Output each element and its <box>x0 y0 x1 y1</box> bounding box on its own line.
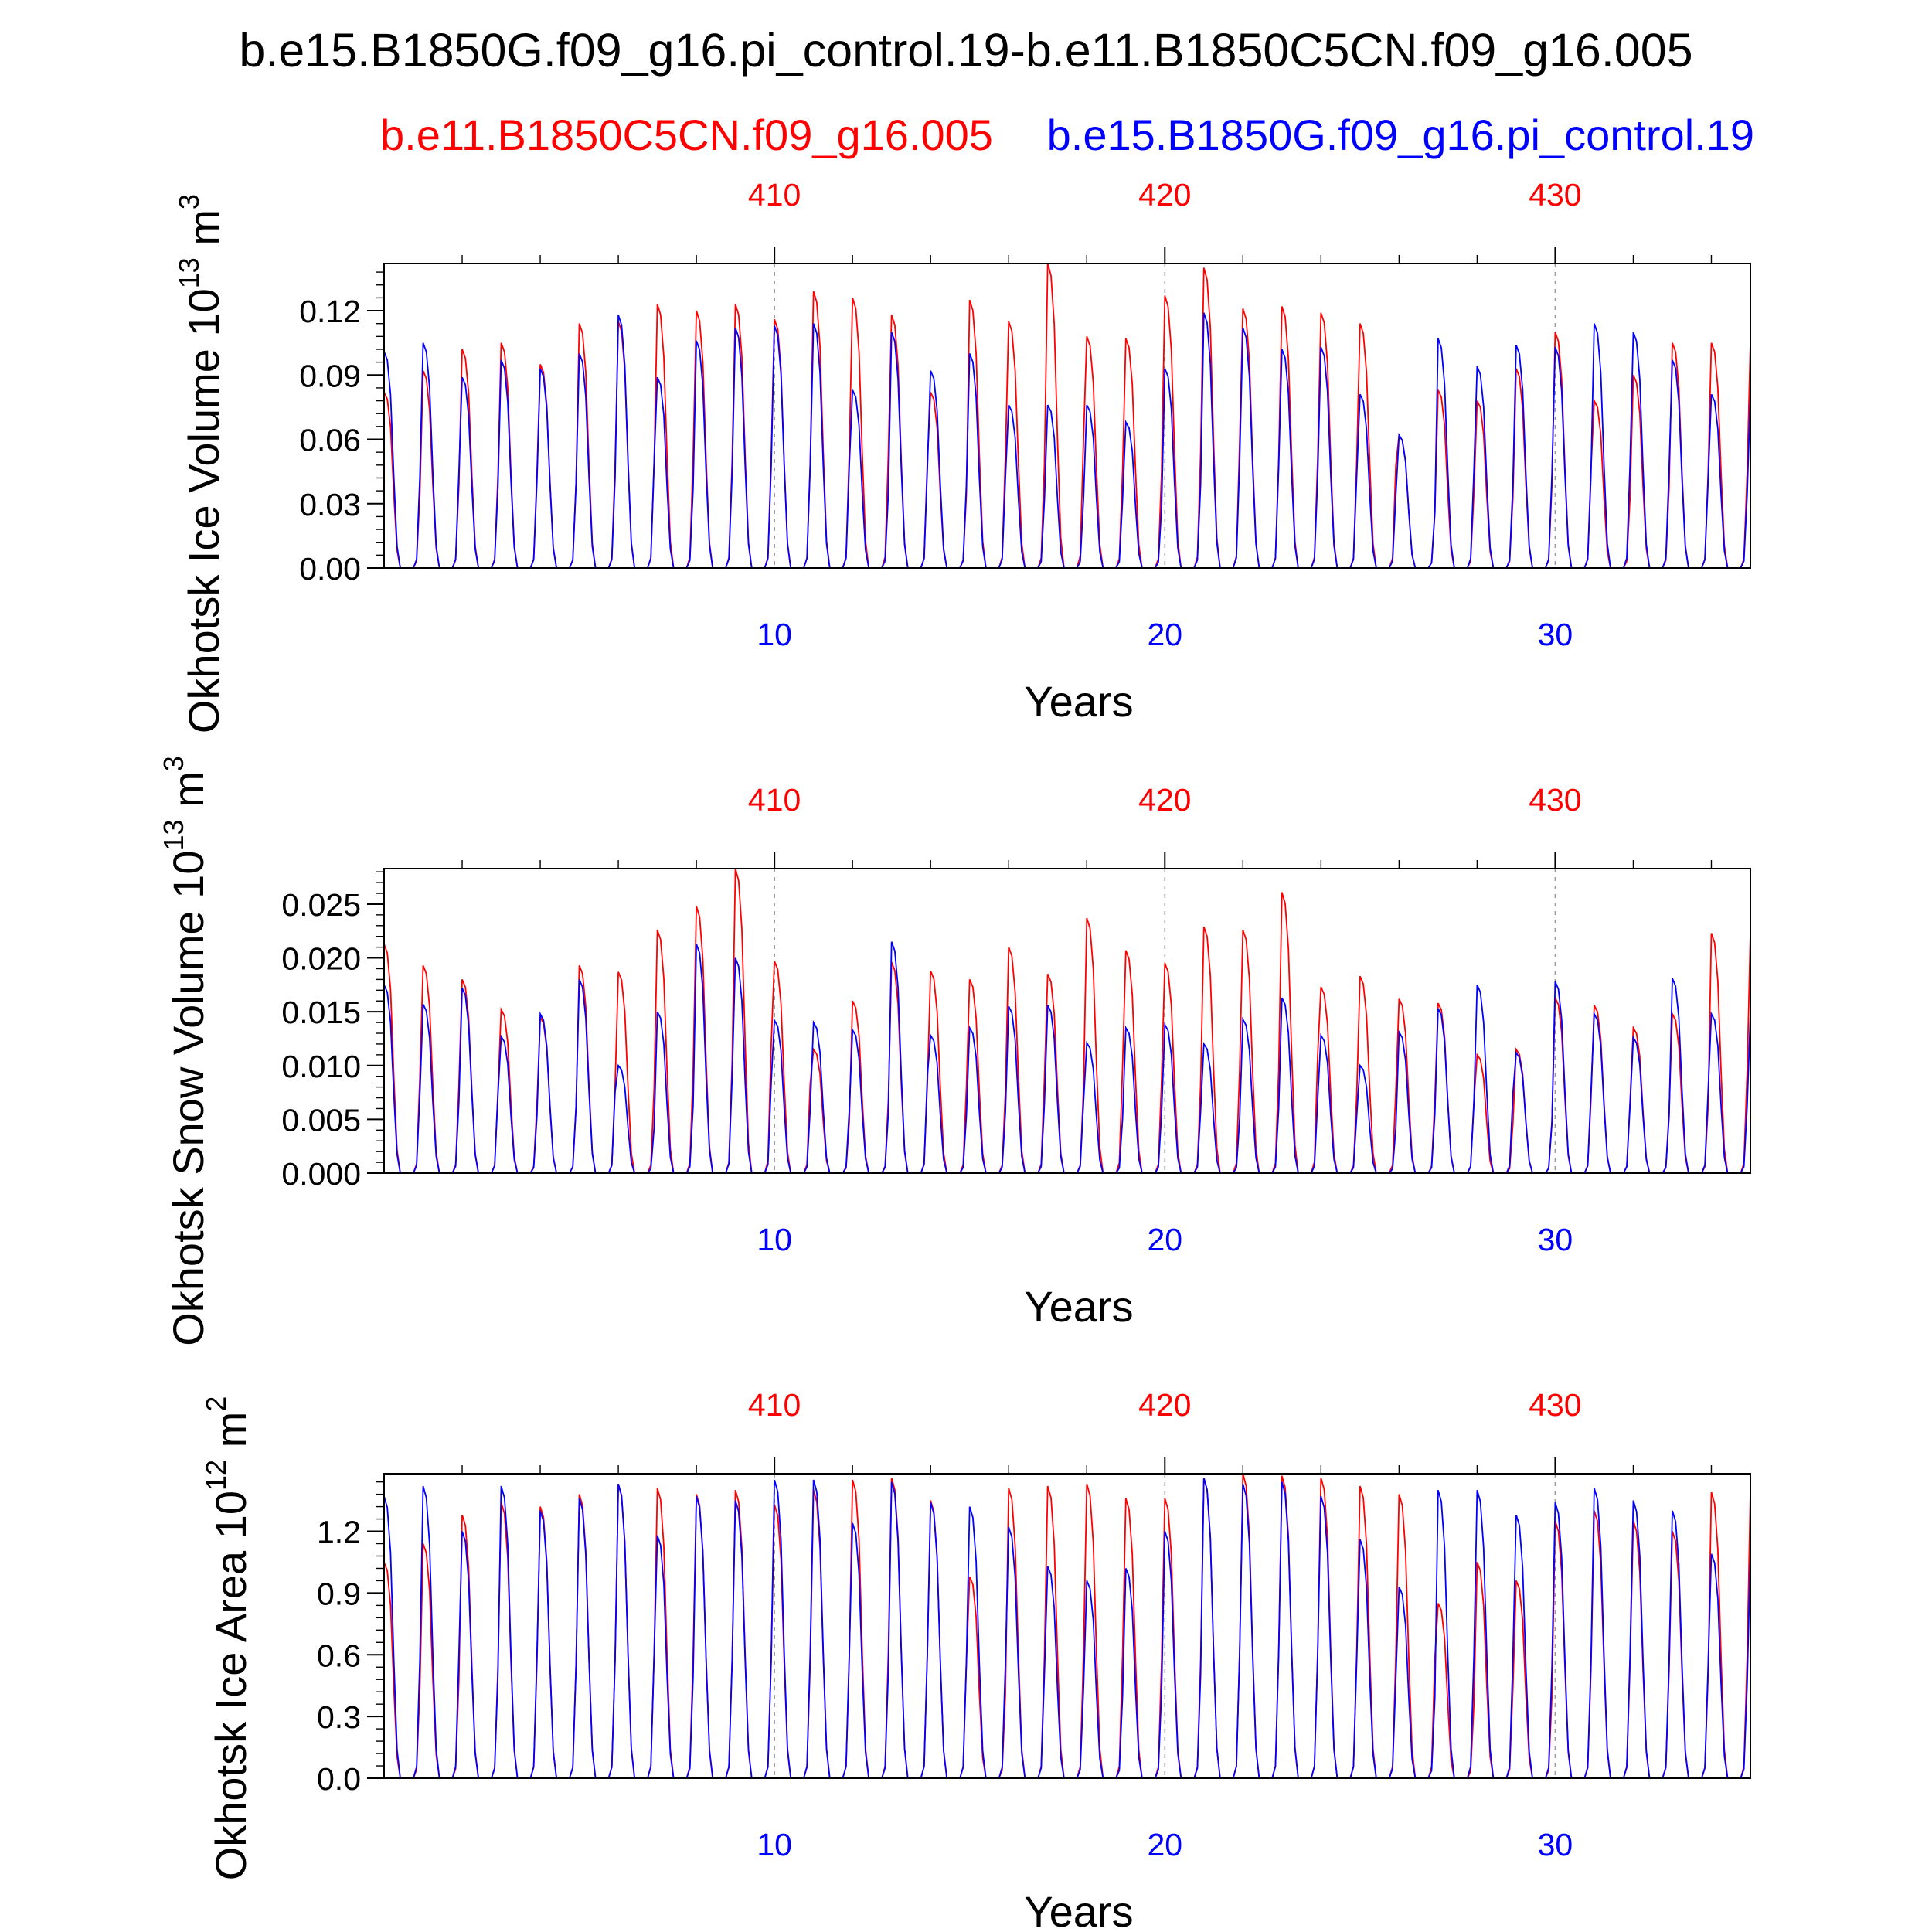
y-label-exponent: 13 <box>173 257 205 288</box>
y-axis-label: Okhotsk Snow Volume 1013 m3 <box>158 756 213 1346</box>
y-label-exponent: 12 <box>200 1460 232 1491</box>
ice-area-panel: 0.0 0.3 0.6 0.9 1.2 410 420 430 10 20 30 Years Okhot… <box>200 1387 1751 1932</box>
top-tick-label: 410 <box>748 1387 801 1423</box>
y-label-unit-exponent: 3 <box>173 194 205 209</box>
y-tick-label: 0.06 <box>299 423 361 458</box>
x-axis-label: Years <box>1024 1282 1133 1331</box>
y-tick-label: 0.000 <box>281 1156 361 1192</box>
snow-volume-panel: 0.000 0.005 0.010 0.015 0.020 0.025 410 420 430 1… <box>158 756 1751 1346</box>
y-label-unit: m <box>206 1412 255 1460</box>
plot-frame <box>383 1473 1751 1779</box>
x-axis-label: Years <box>1024 677 1133 726</box>
y-label-main: Okhotsk Ice Area 10 <box>206 1491 255 1880</box>
y-tick-label: 0.00 <box>299 551 361 587</box>
series-line-red <box>384 1474 1750 1778</box>
bottom-tick-label: 10 <box>757 1222 792 1257</box>
y-tick-label: 0.6 <box>317 1638 361 1673</box>
y-label-main: Okhotsk Snow Volume 10 <box>164 851 213 1346</box>
bottom-tick-label: 30 <box>1538 1222 1573 1257</box>
bottom-tick-label: 10 <box>757 1827 792 1862</box>
bottom-tick-label: 30 <box>1538 1827 1573 1862</box>
y-tick-label: 0.3 <box>317 1699 361 1735</box>
y-tick-label: 0.03 <box>299 487 361 522</box>
y-label-unit-exponent: 2 <box>200 1396 232 1412</box>
y-tick-label: 0.0 <box>317 1761 361 1797</box>
x-axis-label: Years <box>1024 1887 1133 1932</box>
top-tick-label: 410 <box>748 782 801 818</box>
top-tick-label: 430 <box>1529 1387 1581 1423</box>
y-axis-label: Okhotsk Ice Area 1012 m2 <box>200 1396 255 1881</box>
y-tick-label: 0.010 <box>281 1049 361 1084</box>
figure-title: b.e15.B1850G.f09_g16.pi_control.19-b.e11… <box>239 24 1692 77</box>
y-tick-label: 0.015 <box>281 995 361 1030</box>
y-tick-label: 0.005 <box>281 1102 361 1138</box>
top-tick-label: 430 <box>1529 782 1581 818</box>
series-line-blue <box>384 312 1750 568</box>
series-line-red <box>384 264 1750 568</box>
y-tick-label: 0.09 <box>299 358 361 393</box>
y-label-unit-exponent: 3 <box>158 756 189 771</box>
y-tick-label: 0.025 <box>281 887 361 923</box>
top-tick-label: 410 <box>748 177 801 213</box>
series-line-blue <box>384 941 1750 1173</box>
legend-blue-label: b.e15.B1850G.f09_g16.pi_control.19 <box>1047 111 1754 159</box>
legend-red-label: b.e11.B1850C5CN.f09_g16.005 <box>380 111 993 159</box>
bottom-tick-label: 20 <box>1147 617 1182 652</box>
plot-frame <box>383 263 1751 569</box>
series-line-red <box>384 869 1750 1173</box>
top-tick-label: 420 <box>1138 177 1191 213</box>
top-tick-label: 420 <box>1138 782 1191 818</box>
y-label-exponent: 13 <box>158 819 189 850</box>
plot-frame <box>383 868 1751 1174</box>
y-label-unit: m <box>179 209 228 257</box>
y-tick-label: 0.9 <box>317 1576 361 1611</box>
y-label-unit: m <box>164 771 213 819</box>
top-tick-label: 420 <box>1138 1387 1191 1423</box>
y-tick-label: 0.12 <box>299 294 361 329</box>
ice-volume-panel: 0.00 0.03 0.06 0.09 0.12 410 420 430 10 20 30 Years… <box>173 177 1751 733</box>
bottom-tick-label: 10 <box>757 617 792 652</box>
bottom-tick-label: 30 <box>1538 617 1573 652</box>
bottom-tick-label: 20 <box>1147 1222 1182 1257</box>
y-tick-label: 1.2 <box>317 1515 361 1550</box>
y-axis-label: Okhotsk Ice Volume 1013 m3 <box>173 194 228 733</box>
series-line-blue <box>384 1478 1750 1778</box>
y-tick-label: 0.020 <box>281 941 361 977</box>
top-tick-label: 430 <box>1529 177 1581 213</box>
bottom-tick-label: 20 <box>1147 1827 1182 1862</box>
y-label-main: Okhotsk Ice Volume 10 <box>179 288 228 733</box>
